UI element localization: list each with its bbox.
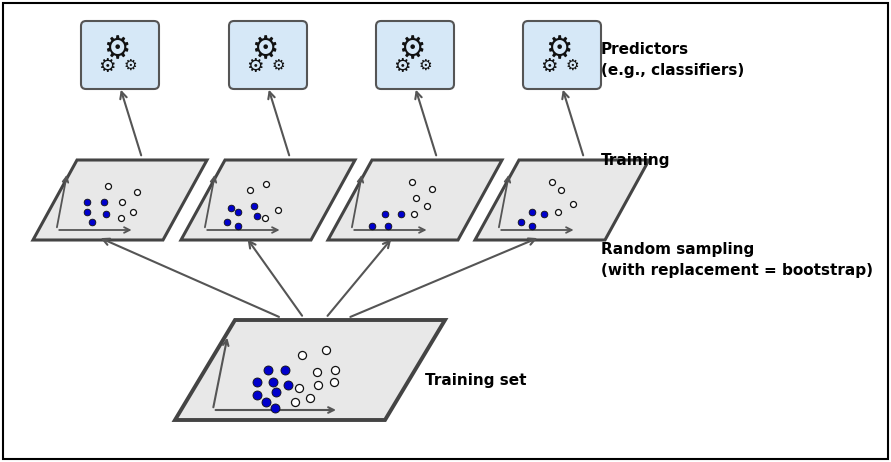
Text: ⚙: ⚙ [98, 57, 116, 77]
Text: Predictors
(e.g., classifiers): Predictors (e.g., classifiers) [601, 42, 744, 78]
Text: ⚙: ⚙ [418, 57, 432, 73]
Text: Random sampling
(with replacement = bootstrap): Random sampling (with replacement = boot… [601, 242, 873, 278]
FancyBboxPatch shape [376, 21, 454, 89]
Polygon shape [175, 320, 445, 420]
Text: ⚙: ⚙ [246, 57, 264, 77]
FancyBboxPatch shape [3, 3, 888, 459]
Text: Training set: Training set [425, 372, 527, 388]
FancyBboxPatch shape [81, 21, 159, 89]
Text: Training: Training [601, 152, 671, 168]
Text: ⚙: ⚙ [393, 57, 411, 77]
Polygon shape [328, 160, 502, 240]
Text: ⚙: ⚙ [540, 57, 558, 77]
Text: ⚙: ⚙ [398, 36, 426, 65]
Polygon shape [475, 160, 649, 240]
Polygon shape [33, 160, 207, 240]
FancyBboxPatch shape [229, 21, 307, 89]
Text: ⚙: ⚙ [103, 36, 131, 65]
Text: ⚙: ⚙ [251, 36, 279, 65]
Text: ⚙: ⚙ [123, 57, 137, 73]
Polygon shape [181, 160, 355, 240]
Text: ⚙: ⚙ [565, 57, 579, 73]
Text: ⚙: ⚙ [545, 36, 573, 65]
Text: ⚙: ⚙ [271, 57, 285, 73]
FancyBboxPatch shape [523, 21, 601, 89]
